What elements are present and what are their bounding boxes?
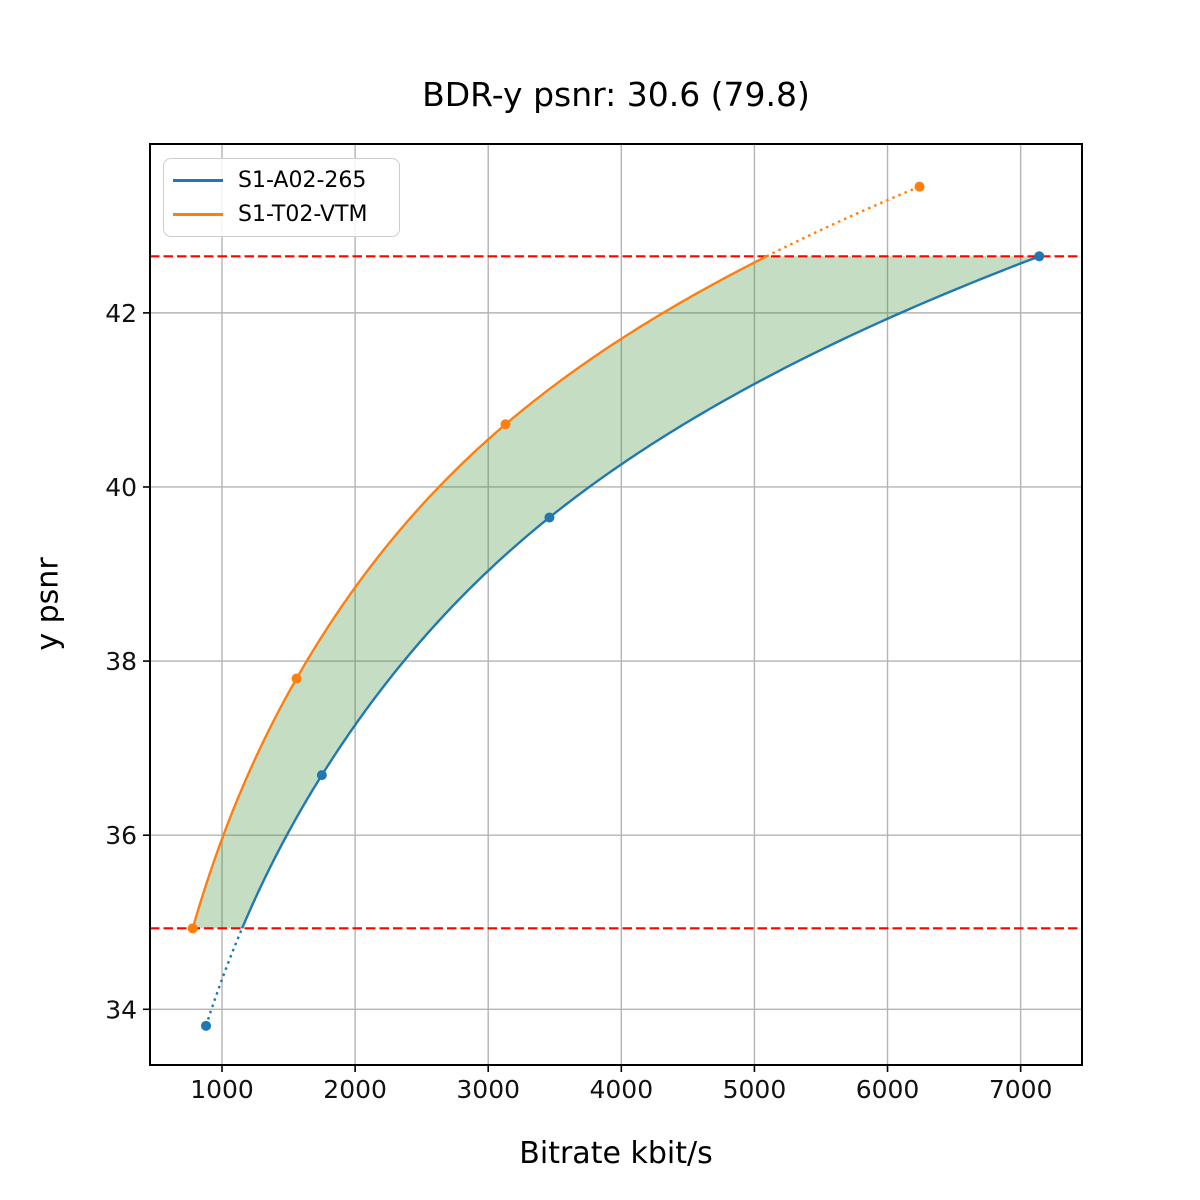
legend-line-swatch: [173, 178, 223, 183]
x-axis-label: Bitrate kbit/s: [519, 1136, 713, 1171]
data-point-marker: [316, 770, 327, 781]
x-tick-label: 7000: [989, 1075, 1053, 1104]
legend-label: S1-T02-VTM: [238, 202, 368, 227]
chart-title: BDR-y psnr: 30.6 (79.8): [422, 75, 810, 114]
x-tick-label: 2000: [323, 1075, 387, 1104]
y-tick-label: 38: [105, 647, 137, 676]
legend-line-swatch: [173, 212, 223, 217]
legend-label: S1-A02-265: [238, 168, 367, 193]
x-tick-label: 3000: [456, 1075, 520, 1104]
data-point-marker: [201, 1020, 212, 1031]
y-axis-label: y psnr: [30, 557, 66, 651]
data-point-marker: [291, 673, 302, 684]
data-point-marker: [914, 181, 925, 192]
legend: S1-A02-265 S1-T02-VTM: [163, 158, 400, 237]
series-curve-dotted-S1-T02-VTM: [766, 185, 920, 258]
data-point-marker: [500, 419, 511, 430]
y-tick-label: 42: [105, 299, 137, 328]
data-point-marker: [1034, 251, 1045, 262]
series-curve-S1-T02-VTM: [191, 255, 768, 929]
x-tick-label: 4000: [590, 1075, 654, 1104]
y-tick-label: 36: [105, 821, 137, 850]
x-tick-label: 6000: [856, 1075, 920, 1104]
series-curve-S1-A02-265: [241, 255, 1040, 929]
legend-item: S1-T02-VTM: [173, 202, 399, 227]
legend-item: S1-A02-265: [173, 168, 399, 193]
bd-shaded-region: [192, 256, 1040, 929]
y-tick-label: 40: [105, 473, 137, 502]
x-tick-label: 5000: [723, 1075, 787, 1104]
data-point-marker: [544, 512, 555, 523]
series-curve-dotted-S1-A02-265: [204, 927, 244, 1027]
plot-border: [149, 143, 1083, 1066]
x-tick-label: 1000: [190, 1075, 254, 1104]
data-point-marker: [187, 923, 198, 934]
y-tick-label: 34: [105, 995, 137, 1024]
